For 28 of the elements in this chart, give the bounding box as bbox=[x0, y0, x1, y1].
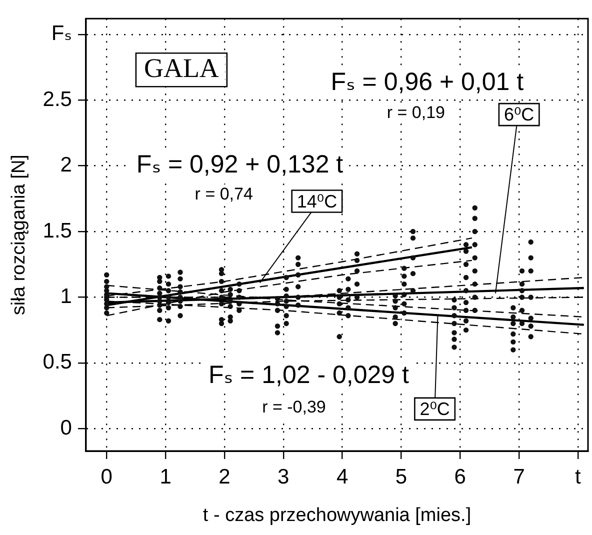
annotation: GALA bbox=[144, 52, 220, 83]
x-tick-label: 6 bbox=[454, 465, 466, 488]
x-tick-label: 0 bbox=[100, 465, 112, 488]
x-tick-label: 2 bbox=[218, 465, 230, 488]
y-axis-title: siła rozciągania [N] bbox=[8, 154, 30, 316]
y-tick-label: 0.5 bbox=[42, 350, 72, 374]
y-tick-label: 1 bbox=[60, 285, 72, 308]
y-tick-label: 0 bbox=[60, 416, 72, 440]
x-tick-label: 3 bbox=[278, 465, 290, 488]
x-tick-label: 5 bbox=[395, 465, 408, 488]
x-tick-label: t bbox=[575, 465, 582, 488]
annotation: 6⁰C bbox=[504, 104, 534, 125]
x-tick-label: 1 bbox=[160, 465, 172, 488]
annotation: r = 0,74 bbox=[194, 184, 253, 204]
x-tick-label: 4 bbox=[336, 465, 348, 488]
x-axis-title: t - czas przechowywania [mies.] bbox=[202, 504, 472, 526]
annotation: Fₛ = 0,96 + 0,01 t bbox=[330, 68, 524, 96]
y-tick-label: 2 bbox=[60, 154, 72, 177]
annotation: 14⁰C bbox=[296, 191, 338, 212]
annotation: Fₛ = 0,92 + 0,132 t bbox=[136, 150, 344, 179]
annotation: Fₛ = 1,02 - 0,029 t bbox=[208, 360, 409, 389]
annotation: r = 0,19 bbox=[386, 102, 446, 122]
y-tick-label: 1.5 bbox=[42, 219, 72, 242]
y-tick-label: Fₛ bbox=[51, 22, 72, 46]
annotation: r = -0,39 bbox=[262, 397, 326, 416]
y-tick-label: 2.5 bbox=[42, 88, 72, 111]
x-tick-label: 7 bbox=[513, 465, 525, 488]
annotation: 2⁰C bbox=[420, 398, 450, 419]
